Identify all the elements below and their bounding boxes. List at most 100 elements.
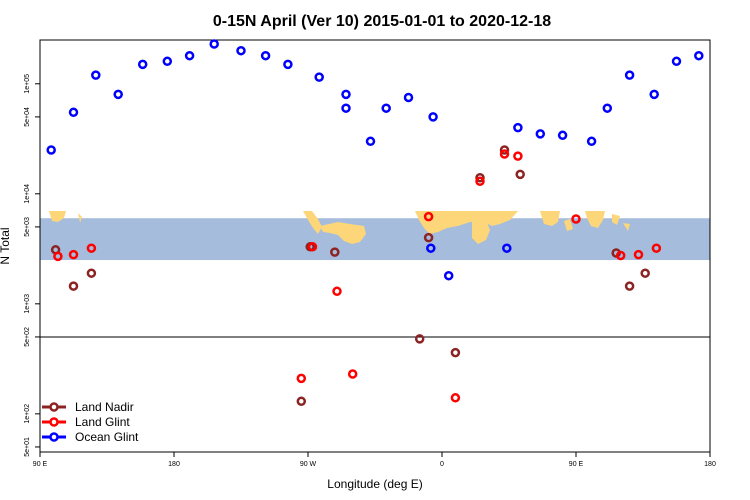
y-tick-label-3: 1e+03 [24,294,31,314]
point-ocean-glint-27 [649,89,659,100]
point-ocean-glint-2 [91,70,101,80]
point-land-nadir-10 [499,145,510,155]
point-ocean-glint-25 [602,103,613,113]
map-land-2 [303,211,322,234]
point-ocean-glint-10 [283,59,293,70]
legend-marker-ocean-glint [49,432,59,442]
chart-title: 0-15N April (Ver 10) 2015-01-01 to 2020-… [213,13,551,30]
x-tick-label-1: 180 [168,461,180,468]
map-ocean [40,218,710,261]
point-land-nadir-7 [423,232,434,243]
point-ocean-glint-26 [624,70,635,80]
point-land-glint-11 [513,151,523,161]
point-ocean-glint-0 [46,145,56,155]
point-land-nadir-2 [86,268,97,278]
x-tick-label-3: 0 [440,461,444,468]
point-ocean-glint-4 [137,59,148,70]
point-ocean-glint-3 [113,89,123,100]
point-land-glint-2 [86,243,97,253]
point-ocean-glint-29 [694,50,704,61]
map-land-10 [623,223,630,231]
x-tick-label-5: 180 [704,461,716,468]
map-land-8 [585,211,605,228]
data-points [46,39,704,407]
legend-marker-land-nadir [49,402,59,412]
point-ocean-glint-16 [403,92,414,103]
y-tick-label-1: 1e+02 [24,404,31,424]
x-axis-label: Longitude (deg E) [327,477,422,491]
point-ocean-glint-1 [68,107,79,118]
plot-frame [39,39,711,453]
point-ocean-glint-24 [586,136,597,147]
point-ocean-glint-22 [535,129,546,139]
map-land-7 [564,219,573,231]
x-tick-label-2: 90 W [300,461,317,468]
point-land-glint-14 [633,249,644,260]
y-tick-label-7: 1e+05 [24,74,31,94]
point-land-glint-9 [475,176,485,187]
point-land-nadir-3 [296,396,307,407]
point-land-nadir-8 [450,347,461,358]
y-tick-label-4: 5e+03 [24,217,31,237]
y-axis: 5e+01 1e+02 5e+02 1e+03 5e+03 1e+04 5e+04 1e+05 [24,74,40,457]
point-land-glint-13 [615,250,626,261]
point-ocean-glint-5 [162,56,173,67]
map-land-1 [78,213,82,223]
map-land-4 [415,211,518,234]
point-ocean-glint-21 [513,122,523,133]
x-axis: 90 E 180 90 W 0 90 E 180 [33,452,716,468]
point-land-glint-15 [651,243,662,253]
point-ocean-glint-12 [341,89,351,100]
point-ocean-glint-20 [502,243,512,253]
point-land-nadir-14 [640,268,650,278]
point-ocean-glint-7 [209,39,219,49]
point-ocean-glint-19 [443,270,454,281]
point-land-glint-7 [423,211,434,222]
map-band [40,211,710,261]
point-ocean-glint-15 [381,103,391,113]
point-land-nadir-13 [624,281,635,291]
legend-label-land-glint: Land Glint [75,415,130,429]
point-land-nadir-11 [515,169,525,180]
map-land-0 [49,211,66,222]
y-tick-label-0: 5e+01 [24,437,31,457]
point-ocean-glint-28 [671,56,682,67]
point-ocean-glint-17 [428,112,438,122]
point-ocean-glint-9 [260,50,271,61]
point-land-nadir-9 [475,172,485,183]
point-land-glint-10 [499,149,510,159]
point-ocean-glint-11 [314,72,324,82]
point-ocean-glint-8 [236,45,246,56]
point-land-glint-12 [571,214,581,224]
point-land-glint-8 [450,393,461,403]
point-land-glint-4 [307,242,318,252]
point-ocean-glint-6 [184,50,195,61]
legend-marker-land-glint [49,417,59,427]
point-land-glint-3 [296,373,307,384]
y-tick-label-6: 5e+04 [24,107,31,127]
map-land-6 [540,211,560,226]
point-land-glint-6 [347,369,358,379]
y-tick-label-2: 5e+02 [24,327,31,347]
point-land-glint-5 [332,286,342,297]
legend-label-land-nadir: Land Nadir [75,400,134,414]
legend-label-ocean-glint: Ocean Glint [75,430,139,444]
map-land-9 [612,214,620,225]
legend: Land Nadir Land Glint Ocean Glint [42,400,139,444]
map-land-5 [472,220,490,244]
y-axis-label: N Total [0,227,12,264]
point-land-nadir-5 [330,247,340,257]
x-tick-label-0: 90 E [33,461,48,468]
point-land-nadir-1 [68,281,79,291]
point-ocean-glint-14 [365,136,376,147]
y-tick-label-5: 1e+04 [24,184,31,204]
x-tick-label-4: 90 E [569,461,584,468]
point-ocean-glint-18 [426,243,436,253]
point-land-nadir-6 [414,334,425,344]
point-land-glint-0 [53,251,63,262]
point-ocean-glint-23 [557,130,568,141]
map-land-3 [320,222,366,244]
point-ocean-glint-13 [341,103,351,113]
point-land-glint-1 [68,249,79,260]
